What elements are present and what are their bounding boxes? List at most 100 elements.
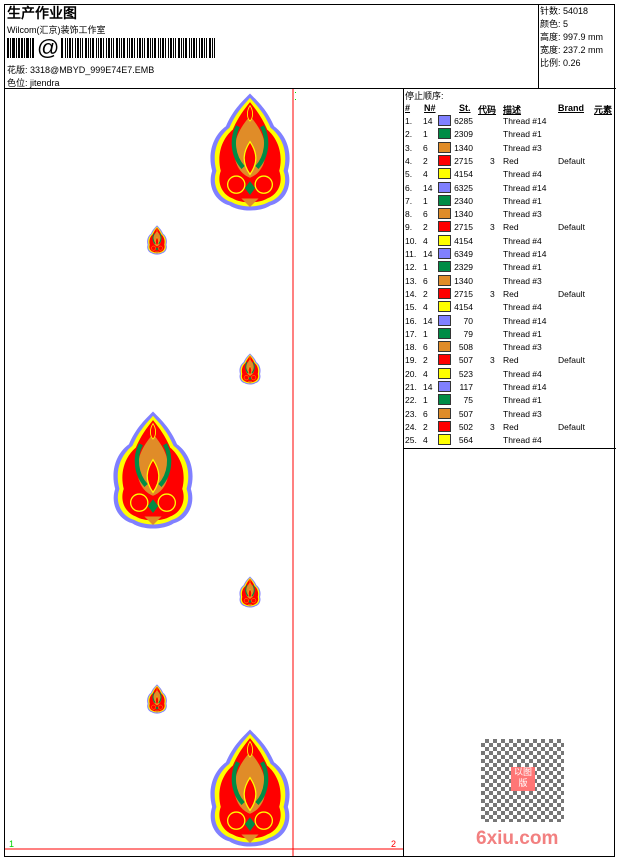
- barcode-bar: [88, 38, 90, 58]
- table-row: 23. 6 507 Thread #3: [404, 407, 616, 420]
- row-index: 14.: [405, 288, 417, 299]
- marker-end: 2: [391, 839, 396, 849]
- info-scale: 比例: 0.26: [540, 58, 581, 68]
- row-stitches: 523: [458, 368, 473, 379]
- table-row: 24. 2 502 3 Red Default: [404, 420, 616, 433]
- row-stitches: 2309: [454, 129, 473, 140]
- color-swatch: [438, 381, 451, 392]
- table-row: 4. 2 2715 3 Red Default: [404, 154, 616, 167]
- embroidery-motif-large: [210, 730, 289, 847]
- color-swatch: [438, 354, 451, 366]
- row-stitches: 79: [463, 328, 473, 339]
- barcode-bar: [67, 38, 69, 58]
- row-description: Thread #4: [503, 235, 542, 246]
- table-row: 7. 1 2340 Thread #1: [404, 194, 616, 207]
- row-stitches: 564: [458, 435, 473, 446]
- row-index: 2.: [405, 129, 413, 140]
- table-row: 20. 4 523 Thread #4: [404, 367, 616, 380]
- qr-code: 以图版: [481, 739, 564, 822]
- row-description: Red: [503, 288, 519, 299]
- row-needle: 6: [423, 209, 428, 220]
- row-needle: 2: [423, 355, 428, 366]
- row-stitches: 507: [458, 408, 473, 419]
- embroidery-motif-large: [210, 94, 289, 211]
- watermark-stamp: 以图版: [511, 767, 535, 791]
- table-row: 16. 14 70 Thread #14: [404, 314, 616, 327]
- row-stitches: 6325: [454, 182, 473, 193]
- barcode-bar: [170, 38, 173, 58]
- barcode-bar: [193, 38, 196, 58]
- design-file: 花版: 3318@MBYD_999E74E7.EMB: [7, 63, 154, 76]
- row-needle: 1: [423, 262, 428, 273]
- barcode-bar: [69, 38, 72, 58]
- row-description: Thread #4: [503, 302, 542, 313]
- table-row: 15. 4 4154 Thread #4: [404, 300, 616, 313]
- row-index: 17.: [405, 328, 417, 339]
- row-description: Thread #3: [503, 275, 542, 286]
- barcode-bar: [183, 38, 185, 58]
- row-needle: 6: [423, 142, 428, 153]
- barcode-bar: [61, 38, 64, 58]
- row-description: Thread #3: [503, 408, 542, 419]
- row-index: 24.: [405, 421, 417, 432]
- page-title: 生产作业图: [7, 5, 77, 21]
- barcode-bar: [108, 38, 111, 58]
- col-index: #: [405, 103, 411, 113]
- barcode-bar: [214, 38, 216, 58]
- row-index: 21.: [405, 382, 417, 392]
- info-height: 高度: 997.9 mm: [540, 32, 604, 42]
- col-description: 描述: [503, 105, 522, 115]
- row-description: Thread #1: [503, 129, 542, 140]
- table-row: 2. 1 2309 Thread #1: [404, 127, 616, 140]
- page-frame: [4, 4, 615, 857]
- row-index: 3.: [405, 142, 413, 153]
- embroidery-motif-small: [146, 225, 168, 255]
- color-swatch: [438, 234, 451, 246]
- row-brand: Default: [558, 288, 585, 299]
- row-index: 16.: [405, 315, 417, 326]
- row-needle: 6: [423, 408, 428, 419]
- row-index: 20.: [405, 368, 417, 379]
- col-stitches: St.: [459, 103, 471, 113]
- row-description: Red: [503, 421, 519, 432]
- row-description: Thread #3: [503, 142, 542, 153]
- barcode-bar: [191, 38, 193, 58]
- row-code: 3: [490, 222, 495, 233]
- barcode-bar: [111, 38, 113, 58]
- row-index: 22.: [405, 395, 417, 406]
- row-description: Thread #3: [503, 342, 542, 353]
- start-point: [295, 92, 296, 93]
- barcode-bar: [90, 38, 92, 58]
- row-needle: 6: [423, 275, 428, 286]
- row-description: Thread #1: [503, 328, 542, 339]
- row-stitches: 2715: [454, 155, 473, 166]
- barcode-bar: [12, 38, 15, 58]
- table-row: 13. 6 1340 Thread #3: [404, 274, 616, 287]
- barcode-bar: [127, 38, 129, 58]
- color-swatch: [438, 261, 451, 273]
- row-description: Thread #4: [503, 435, 542, 446]
- barcode-bar: [147, 38, 150, 58]
- row-description: Thread #14: [503, 116, 547, 126]
- row-needle: 14: [423, 382, 433, 392]
- color-swatch: [438, 314, 451, 326]
- row-stitches: 117: [459, 382, 473, 392]
- barcode-bar: [16, 38, 17, 58]
- barcode-bar: [144, 38, 146, 58]
- row-index: 12.: [405, 262, 417, 273]
- table-row: 5. 4 4154 Thread #4: [404, 167, 616, 180]
- row-needle: 4: [423, 435, 428, 446]
- row-stitches: 2715: [454, 222, 473, 233]
- barcode-bar: [7, 38, 9, 58]
- table-row: 25. 4 564 Thread #4: [404, 433, 616, 446]
- table-row: 18. 6 508 Thread #3: [404, 340, 616, 353]
- table-row: 3. 6 1340 Thread #3: [404, 141, 616, 154]
- marker-start: 1: [9, 839, 14, 849]
- table-bottom-divider: [403, 448, 616, 449]
- design-value: 3318@MBYD_999E74E7.EMB: [30, 65, 155, 75]
- row-index: 13.: [405, 275, 417, 286]
- color-swatch: [438, 274, 451, 286]
- color-swatch: [438, 420, 451, 432]
- barcode-bar: [121, 38, 123, 58]
